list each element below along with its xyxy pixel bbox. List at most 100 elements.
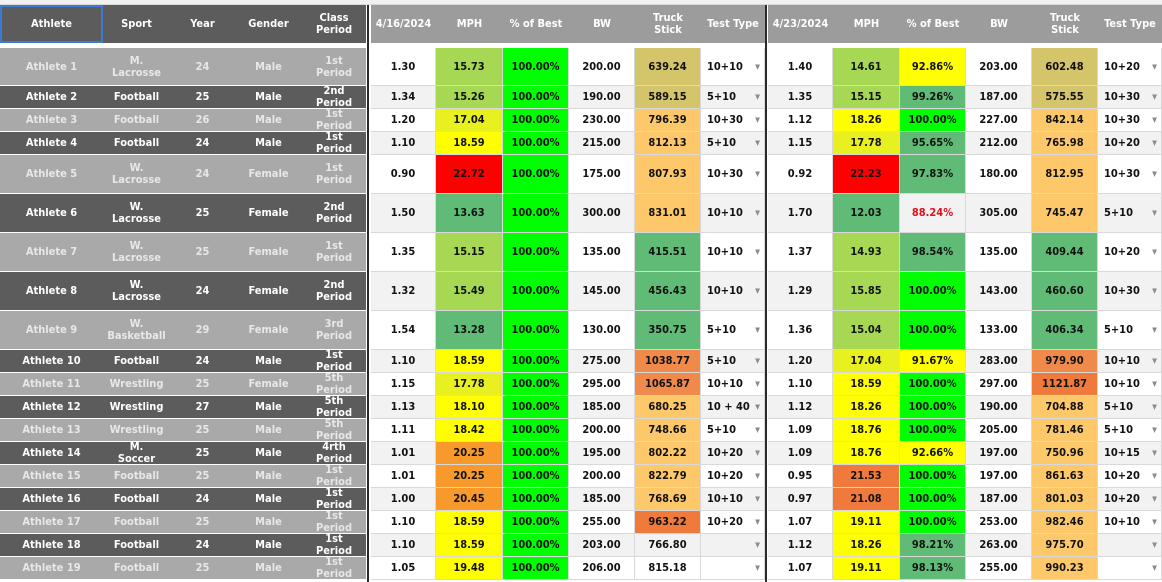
test2-mph-cell[interactable]: 21.08 bbox=[833, 488, 900, 511]
test1-mph-cell[interactable]: 15.73 bbox=[436, 48, 503, 86]
test1-test-type-dropdown[interactable]: 5+10 ▼ bbox=[701, 350, 765, 373]
dropdown-caret-icon[interactable]: ▼ bbox=[755, 472, 760, 480]
athlete-name-cell[interactable]: Athlete 8 bbox=[0, 272, 103, 310]
header-class-period[interactable]: Class Period bbox=[315, 11, 353, 36]
test2-truck-stick-cell[interactable]: 801.03 bbox=[1032, 488, 1098, 511]
test1-time-cell[interactable]: 1.34 bbox=[371, 86, 436, 109]
dropdown-caret-icon[interactable]: ▼ bbox=[755, 403, 760, 411]
test1-test-type-dropdown[interactable]: 10+10 ▼ bbox=[701, 233, 765, 272]
test1-time-cell[interactable]: 1.01 bbox=[371, 442, 436, 465]
test2-mph-cell[interactable]: 18.76 bbox=[833, 442, 900, 465]
gender-cell[interactable]: Male bbox=[235, 488, 302, 510]
test1-percent-best-cell[interactable]: 100.00% bbox=[503, 419, 569, 442]
sport-cell[interactable]: Football bbox=[103, 132, 170, 154]
test1-percent-best-cell[interactable]: 100.00% bbox=[503, 442, 569, 465]
test1-test-type-dropdown[interactable]: 5+10 ▼ bbox=[701, 311, 765, 350]
test1-mph-cell[interactable]: 15.15 bbox=[436, 233, 503, 272]
test2-test-type-dropdown[interactable]: 10+30 ▼ bbox=[1098, 272, 1162, 311]
test1-mph-cell[interactable]: 18.59 bbox=[436, 511, 503, 534]
test2-mph-cell[interactable]: 18.59 bbox=[833, 373, 900, 396]
dropdown-caret-icon[interactable]: ▼ bbox=[1152, 449, 1157, 457]
test2-truck-stick-cell[interactable]: 602.48 bbox=[1032, 48, 1098, 86]
dropdown-caret-icon[interactable]: ▼ bbox=[1152, 541, 1157, 549]
gender-cell[interactable]: Male bbox=[235, 396, 302, 418]
test2-bodyweight-cell[interactable]: 187.00 bbox=[966, 86, 1032, 109]
header-test2-pct[interactable]: % of Best bbox=[906, 17, 960, 30]
dropdown-caret-icon[interactable]: ▼ bbox=[755, 139, 760, 147]
test2-percent-best-cell[interactable]: 98.54% bbox=[900, 233, 966, 272]
dropdown-caret-icon[interactable]: ▼ bbox=[1152, 248, 1157, 256]
test2-test-type-dropdown[interactable]: 5+10 ▼ bbox=[1098, 419, 1162, 442]
test2-bodyweight-cell[interactable]: 187.00 bbox=[966, 488, 1032, 511]
test1-time-cell[interactable]: 1.11 bbox=[371, 419, 436, 442]
test2-test-type-dropdown[interactable]: 10+10 ▼ bbox=[1098, 511, 1162, 534]
test1-bodyweight-cell[interactable]: 203.00 bbox=[569, 534, 635, 557]
sport-cell[interactable]: W. Basketball bbox=[103, 311, 170, 349]
class-period-cell[interactable]: 1st Period bbox=[302, 465, 366, 487]
test2-time-cell[interactable]: 0.95 bbox=[768, 465, 833, 488]
test2-truck-stick-cell[interactable]: 1121.87 bbox=[1032, 373, 1098, 396]
test2-bodyweight-cell[interactable]: 263.00 bbox=[966, 534, 1032, 557]
test1-mph-cell[interactable]: 22.72 bbox=[436, 155, 503, 194]
athlete-name-cell[interactable]: Athlete 3 bbox=[0, 109, 103, 131]
year-cell[interactable]: 25 bbox=[170, 233, 235, 271]
athlete-name-cell[interactable]: Athlete 14 bbox=[0, 442, 103, 464]
test2-truck-stick-cell[interactable]: 406.34 bbox=[1032, 311, 1098, 350]
header-gender[interactable]: Gender bbox=[248, 17, 289, 30]
test2-test-type-dropdown[interactable]: 10+10 ▼ bbox=[1098, 350, 1162, 373]
dropdown-caret-icon[interactable]: ▼ bbox=[755, 209, 760, 217]
athlete-name-cell[interactable]: Athlete 7 bbox=[0, 233, 103, 271]
test1-percent-best-cell[interactable]: 100.00% bbox=[503, 488, 569, 511]
test1-bodyweight-cell[interactable]: 130.00 bbox=[569, 311, 635, 350]
athlete-name-cell[interactable]: Athlete 6 bbox=[0, 194, 103, 232]
test1-mph-cell[interactable]: 13.63 bbox=[436, 194, 503, 233]
year-cell[interactable]: 25 bbox=[170, 373, 235, 395]
dropdown-caret-icon[interactable]: ▼ bbox=[755, 541, 760, 549]
test2-test-type-dropdown[interactable]: 10+20 ▼ bbox=[1098, 132, 1162, 155]
test2-percent-best-cell[interactable]: 100.00% bbox=[900, 396, 966, 419]
test1-truck-stick-cell[interactable]: 768.69 bbox=[635, 488, 701, 511]
test1-time-cell[interactable]: 1.10 bbox=[371, 511, 436, 534]
sport-cell[interactable]: Wrestling bbox=[103, 373, 170, 395]
test1-mph-cell[interactable]: 20.25 bbox=[436, 465, 503, 488]
class-period-cell[interactable]: 1st Period bbox=[302, 511, 366, 533]
test1-test-type-dropdown[interactable]: ▼ bbox=[701, 534, 765, 557]
test1-test-type-dropdown[interactable]: 10+10 ▼ bbox=[701, 194, 765, 233]
gender-cell[interactable]: Male bbox=[235, 419, 302, 441]
test1-time-cell[interactable]: 0.90 bbox=[371, 155, 436, 194]
test2-bodyweight-cell[interactable]: 190.00 bbox=[966, 396, 1032, 419]
year-cell[interactable]: 25 bbox=[170, 419, 235, 441]
sport-cell[interactable]: Football bbox=[103, 488, 170, 510]
test2-test-type-dropdown[interactable]: 10+30 ▼ bbox=[1098, 86, 1162, 109]
test1-percent-best-cell[interactable]: 100.00% bbox=[503, 396, 569, 419]
gender-cell[interactable]: Male bbox=[235, 48, 302, 85]
test1-time-cell[interactable]: 1.30 bbox=[371, 48, 436, 86]
test2-time-cell[interactable]: 1.07 bbox=[768, 511, 833, 534]
test1-truck-stick-cell[interactable]: 963.22 bbox=[635, 511, 701, 534]
test1-truck-stick-cell[interactable]: 350.75 bbox=[635, 311, 701, 350]
dropdown-caret-icon[interactable]: ▼ bbox=[1152, 139, 1157, 147]
dropdown-caret-icon[interactable]: ▼ bbox=[1152, 116, 1157, 124]
test1-truck-stick-cell[interactable]: 815.18 bbox=[635, 557, 701, 580]
class-period-cell[interactable]: 1st Period bbox=[302, 155, 366, 193]
year-cell[interactable]: 26 bbox=[170, 109, 235, 131]
test2-test-type-dropdown[interactable]: 10+10 ▼ bbox=[1098, 373, 1162, 396]
test1-mph-cell[interactable]: 19.48 bbox=[436, 557, 503, 580]
test1-test-type-dropdown[interactable]: 10 + 40 ▼ bbox=[701, 396, 765, 419]
test2-test-type-dropdown[interactable]: 10+30 ▼ bbox=[1098, 109, 1162, 132]
dropdown-caret-icon[interactable]: ▼ bbox=[1152, 62, 1157, 71]
test1-mph-cell[interactable]: 15.26 bbox=[436, 86, 503, 109]
dropdown-caret-icon[interactable]: ▼ bbox=[755, 495, 760, 503]
test2-bodyweight-cell[interactable]: 297.00 bbox=[966, 373, 1032, 396]
test1-time-cell[interactable]: 1.20 bbox=[371, 109, 436, 132]
dropdown-caret-icon[interactable]: ▼ bbox=[755, 326, 760, 334]
test2-time-cell[interactable]: 1.20 bbox=[768, 350, 833, 373]
test1-mph-cell[interactable]: 18.59 bbox=[436, 534, 503, 557]
test1-truck-stick-cell[interactable]: 589.15 bbox=[635, 86, 701, 109]
test2-percent-best-cell[interactable]: 92.86% bbox=[900, 48, 966, 86]
athlete-name-cell[interactable]: Athlete 19 bbox=[0, 557, 103, 579]
sport-cell[interactable]: M. Lacrosse bbox=[103, 48, 170, 85]
class-period-cell[interactable]: 1st Period bbox=[302, 48, 366, 85]
test1-bodyweight-cell[interactable]: 255.00 bbox=[569, 511, 635, 534]
class-period-cell[interactable]: 2nd Period bbox=[302, 86, 366, 108]
